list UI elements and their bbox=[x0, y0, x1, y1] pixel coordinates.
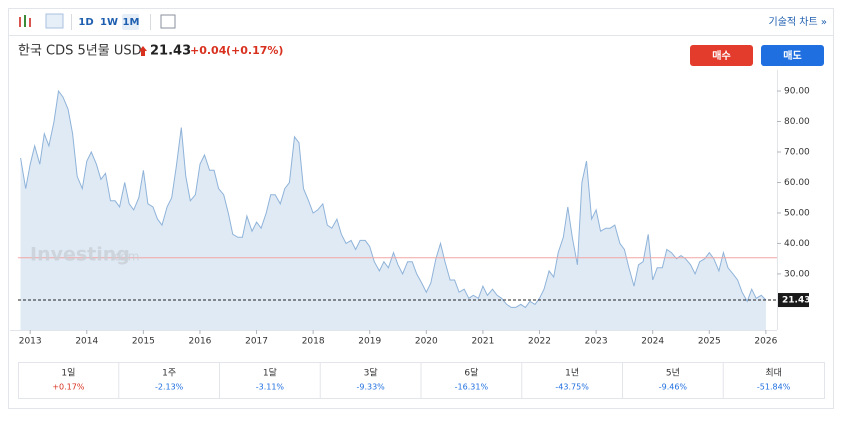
period-label: 5년 bbox=[666, 368, 680, 379]
period-change: -43.75% bbox=[555, 383, 589, 392]
sell-label[interactable]: 매도 bbox=[783, 49, 801, 62]
x-tick-label: 2017 bbox=[245, 337, 268, 347]
period-label: 1년 bbox=[565, 368, 579, 379]
period-label: 1주 bbox=[162, 368, 176, 379]
icon-part bbox=[24, 15, 26, 27]
x-tick-label: 2014 bbox=[75, 337, 98, 347]
y-tick-label: 90.00 bbox=[784, 87, 810, 97]
period-label: 최대 bbox=[765, 368, 782, 379]
buy-label[interactable]: 매수 bbox=[712, 49, 730, 62]
x-tick-label: 2019 bbox=[358, 337, 381, 347]
x-tick-label: 2015 bbox=[132, 337, 155, 347]
watermark: Investing bbox=[30, 244, 130, 266]
price-line bbox=[20, 89, 767, 309]
y-tick-label: 30.00 bbox=[784, 269, 810, 279]
x-tick-label: 2021 bbox=[471, 337, 494, 347]
x-tick-label: 2016 bbox=[189, 337, 212, 347]
icon-part bbox=[29, 18, 31, 27]
y-tick-label: 70.00 bbox=[784, 147, 810, 157]
period-label: 1일 bbox=[61, 368, 75, 379]
x-tick-label: 2018 bbox=[302, 337, 325, 347]
last-price-box bbox=[778, 293, 809, 308]
x-tick-label: 2013 bbox=[19, 337, 42, 347]
period-label: 6달 bbox=[464, 367, 478, 379]
technical-chart-link[interactable]: 기술적 차트 » bbox=[769, 16, 827, 28]
instrument-title: 한국 CDS 5년물 USD bbox=[18, 44, 142, 59]
y-tick-label: 40.00 bbox=[784, 239, 810, 249]
period-label: 1달 bbox=[263, 367, 277, 379]
interval-button[interactable]: 1W bbox=[100, 17, 118, 28]
x-tick-label: 2024 bbox=[641, 337, 664, 347]
active-interval-bg bbox=[122, 14, 139, 30]
period-change: +0.17% bbox=[52, 383, 85, 392]
performance-table: 1일 +0.17% 1주 -2.13% 1달 -3.11% 3달 -9.33% 6달 -16.31… bbox=[18, 362, 825, 399]
x-tick-label: 2020 bbox=[415, 337, 438, 347]
settings-icon[interactable] bbox=[160, 14, 176, 29]
x-tick-label: 2022 bbox=[528, 337, 551, 347]
area-fill bbox=[20, 91, 766, 330]
watermark-suffix: .com bbox=[110, 250, 139, 264]
x-tick-label: 2025 bbox=[698, 337, 721, 347]
up-arrow bbox=[139, 46, 147, 56]
y-tick-label: 50.00 bbox=[784, 208, 810, 218]
period-label: 3달 bbox=[364, 367, 378, 379]
candle-icon[interactable] bbox=[19, 15, 31, 27]
period-change: -51.84% bbox=[757, 383, 791, 392]
change: +0.04 bbox=[190, 44, 227, 57]
icon-part bbox=[19, 17, 21, 27]
period-change: -9.33% bbox=[356, 383, 385, 392]
change-pct: (+0.17%) bbox=[226, 44, 283, 57]
price: 21.43 bbox=[150, 44, 191, 59]
period-change: -16.31% bbox=[455, 383, 489, 392]
interval-button[interactable]: 1M bbox=[123, 17, 140, 28]
y-tick-label: 60.00 bbox=[784, 178, 810, 188]
interval-button[interactable]: 1D bbox=[78, 17, 93, 28]
x-tick-label: 2023 bbox=[585, 337, 608, 347]
period-change: -3.11% bbox=[256, 383, 285, 392]
period-change: -9.46% bbox=[659, 383, 688, 392]
y-tick-label: 80.00 bbox=[784, 117, 810, 127]
period-change: -2.13% bbox=[155, 383, 184, 392]
area-icon[interactable] bbox=[45, 13, 64, 29]
plot: 30.00 40.00 50.00 60.00 70.00 80.00 90.00 2013 2… bbox=[10, 70, 810, 347]
x-tick-label: 2026 bbox=[754, 337, 777, 347]
last-price-label: 21.43 bbox=[782, 296, 810, 306]
buy-button[interactable] bbox=[690, 45, 753, 66]
sell-button[interactable] bbox=[761, 45, 824, 66]
